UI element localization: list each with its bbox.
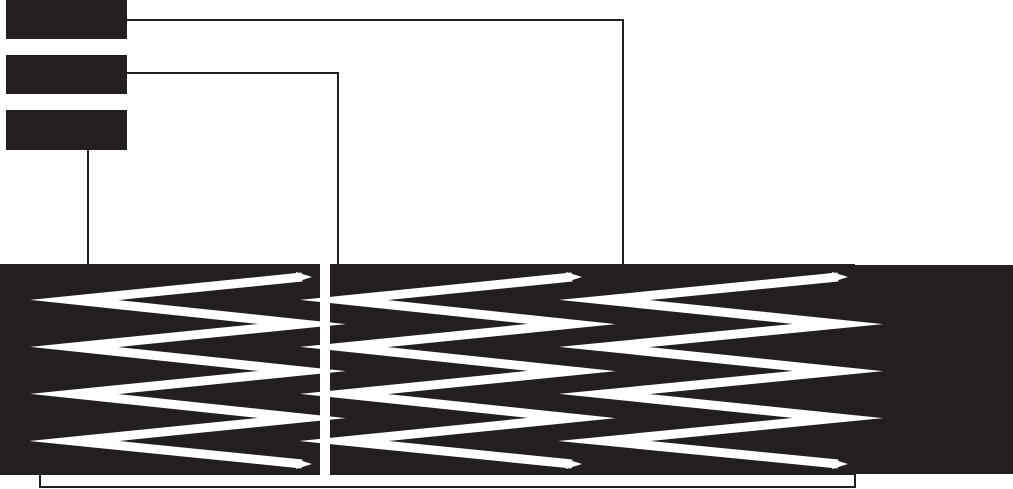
segment-center-tip-1: [566, 319, 582, 329]
connector-top-to-right-segment: [127, 19, 624, 264]
band-segments: [60, 264, 855, 475]
segment-right-left-tip-1: [598, 342, 616, 352]
label-box-top: [6, 0, 127, 39]
segment-right-left-tip-2: [598, 389, 616, 399]
connector-middle-to-center-segment: [127, 72, 339, 264]
bottom-bracket: [39, 474, 856, 488]
segment-right-tip-1: [832, 319, 848, 329]
segment-center-left-tip-3: [338, 436, 356, 446]
segment-center-tip-4: [566, 459, 582, 469]
segment-left-tip-2: [296, 366, 312, 376]
segment-left-left-tip-3: [68, 436, 86, 446]
segment-left-tip-0: [296, 272, 312, 282]
segment-right-tip-4: [832, 459, 848, 469]
label-box-middle: [6, 55, 127, 94]
segment-right-tip-0: [832, 272, 848, 282]
segment-right-tip-3: [832, 413, 848, 423]
segment-left-tip-1: [296, 319, 312, 329]
label-box-bottom: [6, 110, 127, 150]
serpentine-struts: [29, 272, 884, 469]
connectors: [87, 19, 624, 264]
segment-center-tip-0: [566, 272, 582, 282]
segment-center-tip-2: [566, 366, 582, 376]
segment-center-left-tip-0: [338, 295, 356, 305]
segment-right-left-tip-0: [598, 295, 616, 305]
segment-right-left-tip-3: [598, 436, 616, 446]
segment-right-tip-2: [832, 366, 848, 376]
label-boxes: [6, 0, 127, 150]
segment-left-left-tip-0: [68, 295, 86, 305]
segment-left-left-tip-2: [68, 389, 86, 399]
segment-left-tip-4: [296, 459, 312, 469]
segment-left-left-tip-1: [68, 342, 86, 352]
segment-left-tip-3: [296, 413, 312, 423]
segment-center-left-tip-2: [338, 389, 356, 399]
band-right-end: [850, 265, 1013, 474]
segment-center-left-tip-1: [338, 342, 356, 352]
segment-center-tip-3: [566, 413, 582, 423]
